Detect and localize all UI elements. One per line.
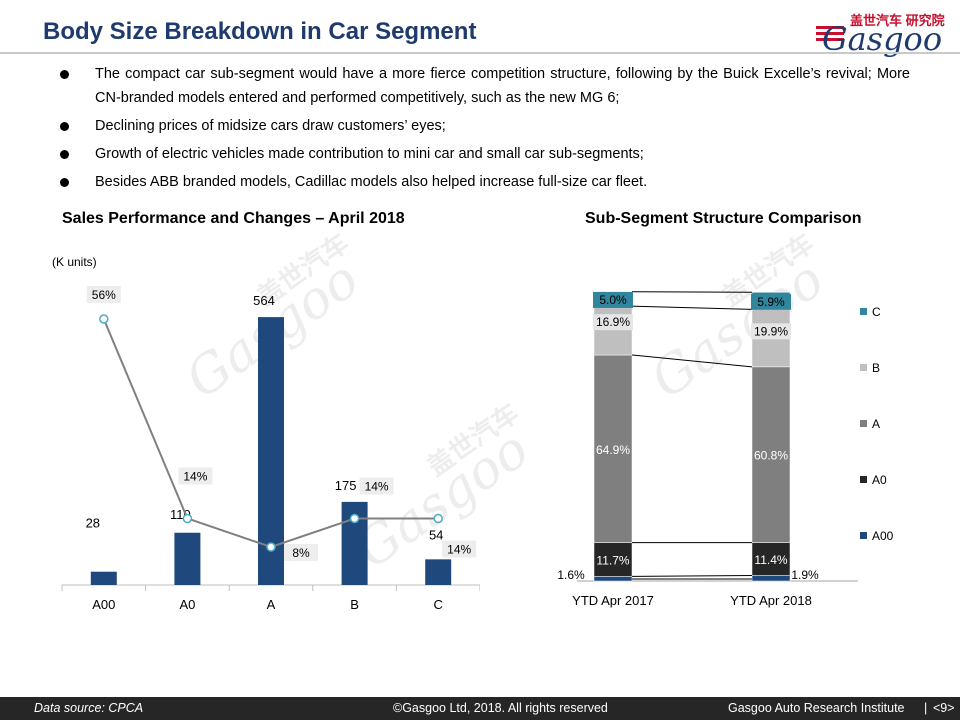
change-label-box [442, 540, 477, 558]
bullet-dot-icon [60, 150, 69, 159]
x-tick-label: A00 [92, 597, 115, 612]
data-label-box [593, 291, 633, 308]
bullet-item: The compact car sub-segment would have a… [60, 62, 910, 110]
value-data-label: 28 [86, 516, 100, 531]
logo-stripe-icon [816, 26, 844, 50]
bullet-dot-icon [60, 122, 69, 131]
change-data-label: 56% [92, 288, 116, 302]
page-title: Body Size Breakdown in Car Segment [43, 18, 477, 45]
bullet-item: Declining prices of midsize cars draw cu… [60, 114, 910, 138]
segment-data-label: 5.9% [757, 295, 785, 309]
change-label-box [86, 286, 121, 303]
sales-bar [174, 532, 201, 585]
segment-data-label: 1.9% [791, 568, 819, 582]
bullet-item: Growth of electric vehicles made contrib… [60, 142, 910, 166]
legend-label: A [872, 417, 880, 431]
legend-label: A0 [872, 473, 887, 487]
footer-copyright: ©Gasgoo Ltd, 2018. All rights reserved [393, 701, 608, 715]
legend-swatch [860, 308, 867, 315]
footer-separator: | [924, 701, 928, 715]
x-tick-label: YTD Apr 2017 [572, 593, 654, 608]
bullet-item: Besides ABB branded models, Cadillac mod… [60, 170, 910, 194]
series-connector-line [631, 575, 753, 577]
legend-swatch [860, 476, 867, 483]
x-tick-label: B [350, 597, 359, 612]
change-point [99, 314, 109, 324]
sales-bar [258, 317, 284, 585]
x-tick-label: A0 [179, 597, 195, 612]
bullet-dot-icon [60, 70, 69, 79]
series-connector-line [631, 291, 753, 293]
segment-data-label: 11.7% [596, 553, 629, 567]
change-point [266, 542, 276, 552]
stacked-segment [751, 366, 791, 543]
change-point [349, 513, 360, 524]
header-divider [0, 52, 960, 54]
bullet-dot-icon [60, 178, 69, 187]
series-connector-line [631, 354, 753, 368]
series-connector-line [631, 305, 753, 310]
change-data-label: 8% [292, 546, 310, 560]
segment-data-label: 60.8% [754, 449, 788, 463]
legend-label: C [872, 305, 881, 319]
footer-bar: Data source: CPCA ©Gasgoo Ltd, 2018. All… [0, 697, 960, 720]
stacked-segment [593, 542, 633, 577]
change-data-label: 14% [447, 543, 471, 557]
x-tick-label: A [267, 597, 276, 612]
change-point [182, 513, 193, 524]
segment-data-label: 5.0% [599, 293, 627, 307]
x-tick-label: C [434, 597, 443, 612]
legend-swatch [860, 364, 867, 371]
y-axis-unit-label: (K units) [52, 255, 97, 269]
change-data-label: 14% [183, 470, 207, 484]
data-label-box [593, 314, 633, 331]
bullet-text: The compact car sub-segment would have a… [95, 66, 910, 106]
sales-bar-chart: (K units)A00 A0 A B C281105641755456%14%8%14… [52, 255, 480, 612]
legend-swatch [860, 420, 867, 427]
segment-data-label: 1.6% [557, 568, 585, 582]
sales-bar [425, 559, 452, 585]
bullet-text: Declining prices of midsize cars draw cu… [95, 118, 446, 134]
data-label-box [751, 323, 791, 340]
stacked-segment [593, 305, 633, 356]
segment-data-label: 11.4% [754, 553, 787, 567]
stacked-segment [593, 354, 633, 543]
data-label-box [751, 293, 791, 310]
bullet-list: The compact car sub-segment would have a… [60, 62, 910, 198]
change-label-box [284, 544, 318, 561]
right-chart-title: Sub-Segment Structure Comparison [585, 210, 862, 227]
gasgoo-logo: Gasgoo [822, 20, 943, 58]
change-data-label: 14% [365, 480, 389, 494]
logo-cn-name: 盖世汽车 [850, 13, 903, 28]
left-chart-title: Sales Performance and Changes – April 20… [62, 210, 405, 227]
footer-institute: Gasgoo Auto Research Institute [728, 701, 905, 715]
structure-stacked-chart: YTD Apr 2017 YTD Apr 2018 1.6% 1.9% 11.7% 11.… [557, 291, 894, 608]
segment-data-label: 19.9% [754, 324, 788, 338]
value-data-label: 564 [253, 293, 275, 308]
bullet-text: Growth of electric vehicles made contrib… [95, 146, 644, 162]
stacked-segment [751, 575, 791, 582]
footer-source: Data source: CPCA [34, 701, 144, 715]
legend-label: B [872, 361, 880, 375]
change-point [433, 513, 443, 524]
sales-bar [90, 571, 117, 585]
legend-swatch [860, 532, 867, 539]
segment-data-label: 64.9% [596, 443, 630, 457]
value-data-label: 54 [429, 527, 443, 542]
bullet-text: Besides ABB branded models, Cadillac mod… [95, 174, 648, 190]
change-label-box [359, 477, 394, 495]
logo-cn-institute: 研究院 [905, 13, 945, 28]
change-label-box [178, 467, 213, 485]
segment-data-label: 16.9% [596, 315, 630, 329]
x-tick-label: YTD Apr 2018 [730, 593, 812, 608]
value-data-label: 175 [335, 478, 357, 493]
footer-page-number: <9> [933, 701, 955, 715]
stacked-segment [593, 576, 633, 582]
legend-label: A00 [872, 529, 894, 543]
logo-cn-text: 盖世汽车 研究院 [850, 10, 945, 29]
